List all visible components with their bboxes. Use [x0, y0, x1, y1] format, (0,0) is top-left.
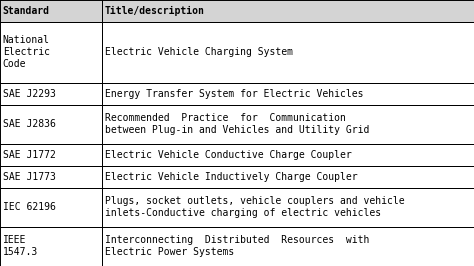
Bar: [0, 166, 102, 188]
Text: SAE J1772: SAE J1772: [3, 150, 56, 160]
Text: Interconnecting  Distributed  Resources  with
Electric Power Systems: Interconnecting Distributed Resources wi…: [105, 235, 369, 257]
Text: SAE J2293: SAE J2293: [3, 89, 56, 99]
Text: National
Electric
Code: National Electric Code: [3, 35, 50, 69]
Bar: [0, 105, 102, 144]
Text: SAE J1773: SAE J1773: [3, 172, 56, 182]
Text: Title/description: Title/description: [105, 6, 205, 16]
Text: SAE J2836: SAE J2836: [3, 119, 56, 129]
Bar: [0, 144, 102, 166]
Text: Recommended  Practice  for  Communication
between Plug-in and Vehicles and Utili: Recommended Practice for Communication b…: [105, 113, 369, 135]
Bar: [102, 166, 474, 188]
Text: IEEE
1547.3: IEEE 1547.3: [3, 235, 38, 257]
Text: Electric Vehicle Charging System: Electric Vehicle Charging System: [105, 47, 293, 57]
Text: Electric Vehicle Conductive Charge Coupler: Electric Vehicle Conductive Charge Coupl…: [105, 150, 352, 160]
Text: Standard: Standard: [3, 6, 50, 16]
Bar: [102, 188, 474, 227]
Bar: [102, 83, 474, 105]
Bar: [0, 188, 102, 227]
Bar: [0, 0, 102, 22]
Text: Energy Transfer System for Electric Vehicles: Energy Transfer System for Electric Vehi…: [105, 89, 363, 99]
Bar: [0, 227, 102, 266]
Bar: [102, 105, 474, 144]
Text: Plugs, socket outlets, vehicle couplers and vehicle
inlets-Conductive charging o: Plugs, socket outlets, vehicle couplers …: [105, 196, 404, 218]
Bar: [102, 22, 474, 83]
Text: Electric Vehicle Inductively Charge Coupler: Electric Vehicle Inductively Charge Coup…: [105, 172, 357, 182]
Bar: [102, 227, 474, 266]
Bar: [0, 83, 102, 105]
Bar: [102, 144, 474, 166]
Text: IEC 62196: IEC 62196: [3, 202, 56, 212]
Bar: [0, 22, 102, 83]
Bar: [102, 0, 474, 22]
